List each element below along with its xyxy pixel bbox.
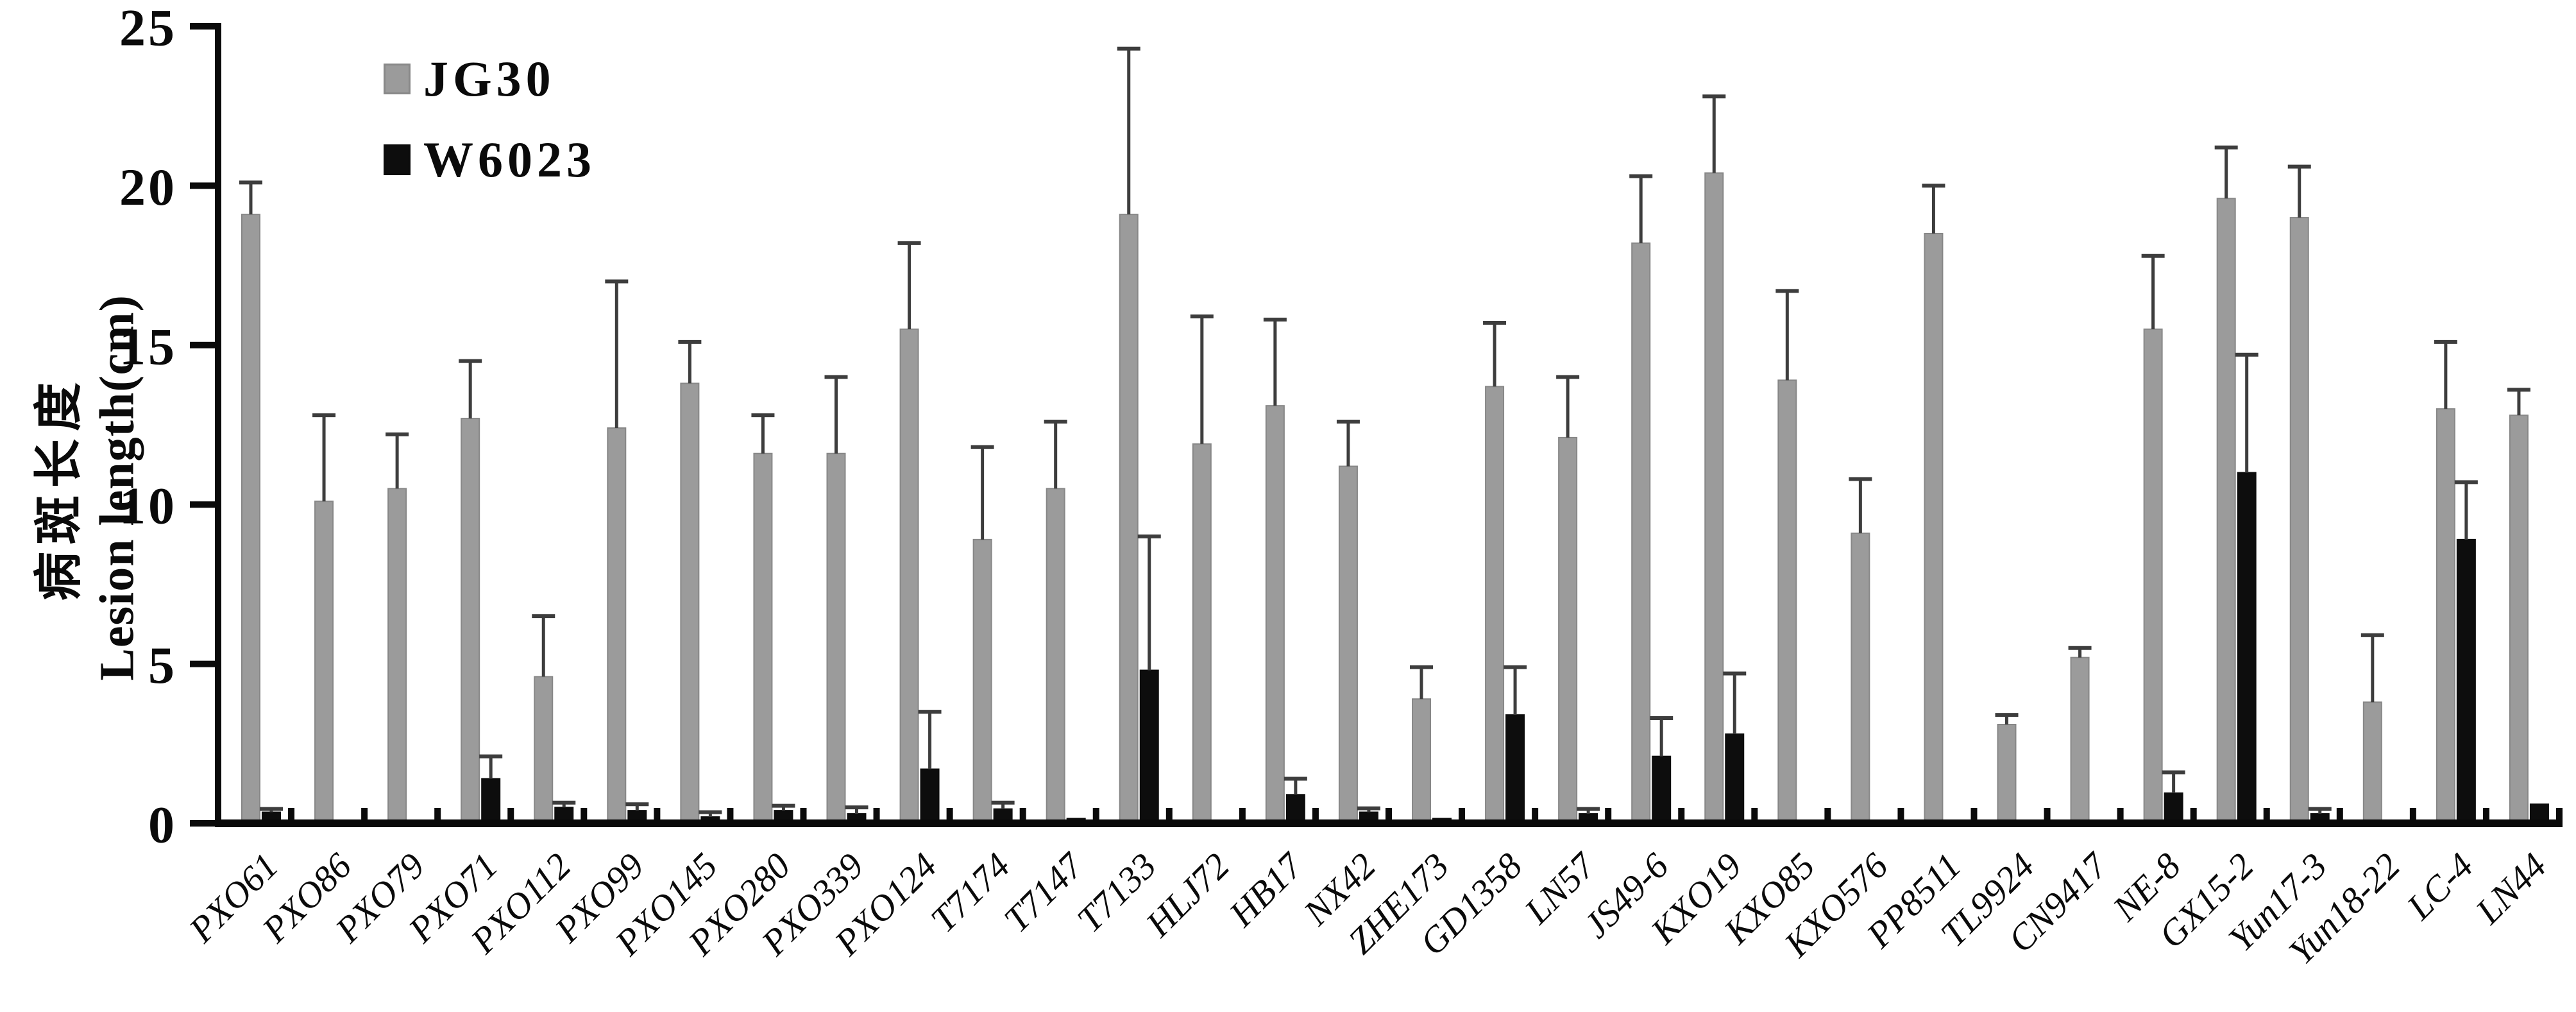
legend-item-jg30: JG30 [384, 54, 596, 104]
bar-jg30-HLJ72 [1192, 443, 1212, 824]
y-axis-title: 病斑长度 Lesion length(cm) [31, 295, 146, 681]
bar-jg30-Yun18-22 [2362, 701, 2382, 824]
bar-w6023-PXO71 [481, 778, 501, 824]
x-axis-tick [1092, 808, 1099, 823]
chart-legend: JG30 W6023 [384, 54, 596, 216]
bar-jg30-KXO576 [1851, 532, 1870, 824]
x-axis-tick [580, 808, 588, 823]
bar-jg30-NX42 [1338, 465, 1358, 824]
legend-item-w6023: W6023 [384, 135, 596, 185]
x-axis-tick [2263, 808, 2270, 823]
bar-jg30-JS49-6 [1631, 242, 1651, 825]
legend-swatch-w6023 [384, 144, 411, 175]
bar-jg30-T7174 [972, 538, 992, 825]
y-tick-label: 5 [148, 636, 177, 694]
x-axis-tick [654, 808, 661, 823]
bar-w6023-JS49-6 [1652, 755, 1672, 824]
y-axis-title-english: Lesion length(cm) [90, 295, 144, 681]
y-tick-label: 20 [119, 158, 177, 216]
bar-jg30-PXO99 [607, 427, 627, 824]
x-axis-tick [507, 808, 514, 823]
x-axis-tick [288, 808, 295, 823]
bar-w6023-NE-8 [2164, 792, 2183, 824]
bar-jg30-PXO112 [534, 676, 554, 825]
bar-jg30-CN9417 [2070, 656, 2090, 824]
bar-jg30-TL9924 [1997, 723, 2017, 824]
bar-jg30-PXO145 [680, 382, 700, 824]
bar-jg30-GX15-2 [2216, 198, 2236, 825]
bar-jg30-KXO19 [1704, 172, 1724, 824]
x-axis-tick [1312, 808, 1319, 823]
bar-jg30-KXO85 [1777, 379, 1797, 824]
bar-jg30-PXO71 [461, 418, 480, 824]
x-axis-tick [1019, 808, 1026, 823]
y-tick-label: 15 [119, 317, 177, 375]
bar-w6023-GD1358 [1505, 714, 1525, 825]
x-category-label-LC-4: LC-4 [2399, 846, 2481, 928]
x-axis-tick [1165, 808, 1173, 823]
bar-jg30-PXO339 [826, 452, 846, 824]
x-category-label-HB17: HB17 [1221, 845, 1312, 935]
x-axis-tick [1239, 808, 1246, 823]
bar-w6023-KXO19 [1725, 733, 1745, 824]
x-axis-tick [1532, 808, 1539, 823]
y-tick-label: 0 [148, 796, 177, 854]
x-axis-tick [946, 808, 953, 823]
legend-label-w6023: W6023 [423, 132, 596, 187]
x-axis-tick [2044, 808, 2051, 823]
bar-jg30-LN57 [1558, 436, 1578, 824]
x-axis-tick [1897, 808, 1904, 823]
x-axis-tick [434, 808, 441, 823]
bar-jg30-LN44 [2509, 415, 2529, 824]
bar-w6023-T7133 [1139, 669, 1159, 825]
bar-jg30-PXO79 [387, 488, 407, 824]
x-axis-tick [1678, 808, 1685, 823]
bar-jg30-LC-4 [2436, 408, 2455, 824]
x-category-label-T7147: T7147 [996, 845, 1092, 940]
x-axis-tick [1385, 808, 1392, 823]
bar-w6023-PXO124 [920, 768, 940, 824]
y-tick-label: 10 [119, 477, 177, 535]
x-category-label-LN44: LN44 [2468, 846, 2554, 932]
x-axis-tick [2556, 808, 2563, 823]
legend-swatch-jg30 [384, 64, 411, 94]
bar-jg30-GD1358 [1485, 386, 1505, 824]
x-axis-tick [361, 808, 368, 823]
x-axis-tick [1970, 808, 1978, 823]
x-axis-tick [2482, 808, 2489, 823]
bar-jg30-Yun17-3 [2289, 217, 2309, 824]
bar-jg30-PXO86 [314, 501, 334, 824]
bar-jg30-T7133 [1119, 214, 1139, 824]
x-axis-tick [2336, 808, 2343, 823]
bar-jg30-PXO61 [241, 214, 260, 824]
bar-jg30-PP8511 [1924, 232, 1944, 825]
bar-jg30-T7147 [1046, 488, 1065, 824]
x-axis-tick [1605, 808, 1612, 823]
bar-jg30-ZHE173 [1412, 698, 1431, 825]
x-axis-tick [873, 808, 880, 823]
bar-jg30-PXO124 [899, 328, 919, 824]
bar-jg30-HB17 [1265, 405, 1285, 824]
x-axis-tick [1459, 808, 1466, 823]
bar-w6023-LC-4 [2456, 538, 2476, 825]
x-axis-tick [800, 808, 807, 823]
legend-label-jg30: JG30 [423, 51, 555, 107]
x-axis-tick [2409, 808, 2416, 823]
bar-w6023-GX15-2 [2237, 472, 2257, 824]
bar-jg30-PXO280 [753, 452, 773, 824]
x-axis-tick [2117, 808, 2124, 823]
y-tick-label: 25 [119, 0, 177, 57]
x-axis-tick [1751, 808, 1758, 823]
x-category-label-HLJ72: HLJ72 [1138, 846, 1237, 945]
x-axis-tick [1824, 808, 1831, 823]
x-axis-tick [727, 808, 734, 823]
bar-w6023-HB17 [1285, 794, 1305, 824]
bar-jg30-NE-8 [2143, 328, 2163, 824]
y-axis-title-chinese: 病斑长度 [32, 375, 87, 601]
x-category-label-T7174: T7174 [923, 846, 1018, 941]
x-axis-tick [2190, 808, 2197, 823]
